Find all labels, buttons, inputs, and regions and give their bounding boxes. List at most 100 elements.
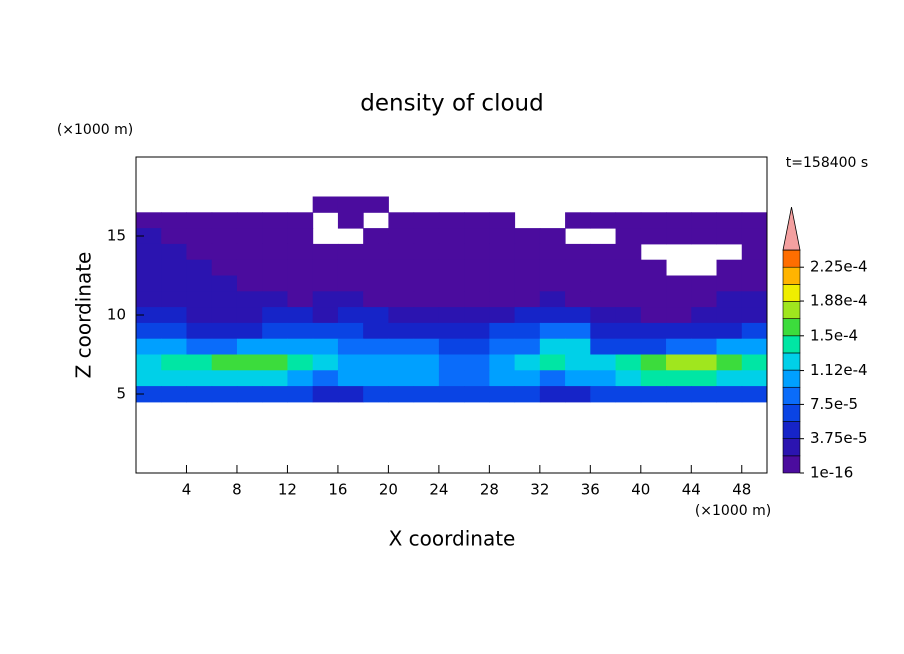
field-cell [489, 212, 516, 229]
field-cell [565, 259, 591, 276]
field-cell [539, 370, 566, 387]
field-cell [741, 212, 768, 229]
field-cell [565, 212, 591, 229]
field-cell [363, 275, 389, 292]
field-cell [186, 354, 213, 371]
field-cell [489, 307, 516, 324]
field-cell [161, 307, 187, 324]
field-cell [136, 212, 162, 229]
field-cell [438, 212, 465, 229]
x-tick-label: 40 [631, 481, 650, 499]
field-cell [666, 307, 692, 324]
field-cell [489, 322, 516, 340]
field-cell [413, 354, 440, 371]
field-cell [211, 307, 238, 324]
field-cell [337, 212, 364, 229]
field-cell [514, 370, 541, 387]
field-cell [236, 275, 263, 292]
field-cell [136, 275, 162, 292]
field-cell [236, 354, 263, 371]
field-cell [716, 370, 743, 387]
field-cell [464, 370, 490, 387]
field-cell [161, 386, 187, 403]
field-cell [464, 212, 490, 229]
field-cell [716, 386, 743, 403]
field-cell [186, 275, 213, 292]
field-cell [186, 386, 213, 403]
field-cell [136, 338, 162, 355]
field-cell [640, 322, 667, 340]
field-cell [565, 275, 591, 292]
field-cell [539, 322, 566, 340]
field-cell [236, 370, 263, 387]
field-cell [186, 322, 213, 340]
colorbar-extend [782, 206, 801, 251]
field-cell [388, 307, 415, 324]
field-cell [438, 243, 465, 261]
field-cell [438, 386, 465, 403]
field-cell [312, 259, 339, 276]
field-cell [312, 354, 339, 371]
chart-title: density of cloud [360, 91, 543, 117]
field-cell [666, 212, 692, 229]
field-cell [565, 338, 591, 355]
x-tick-label: 36 [581, 481, 600, 499]
field-cell [161, 322, 187, 340]
field-cell [186, 243, 213, 261]
field-cell [211, 228, 238, 245]
field-cell [262, 259, 288, 276]
field-cell [136, 307, 162, 324]
field-cell [262, 291, 288, 308]
y-tick-label: 5 [116, 385, 126, 403]
field-cell [388, 322, 415, 340]
field-cell [741, 354, 768, 371]
field-cell [464, 275, 490, 292]
field-cell [514, 275, 541, 292]
field-cell [666, 322, 692, 340]
field-cell [136, 243, 162, 261]
field-cell [186, 228, 213, 245]
colorbar-tick-label: 3.75e-5 [810, 429, 868, 447]
field-cell [615, 307, 642, 324]
colorbar-tick-label: 1.5e-4 [810, 326, 858, 344]
field-cell [388, 338, 415, 355]
field-cell [312, 243, 339, 261]
field-cell [337, 370, 364, 387]
field-cell [312, 386, 339, 403]
field-cell [161, 275, 187, 292]
field-cell [464, 322, 490, 340]
field-cell [741, 228, 768, 245]
field-cell [337, 243, 364, 261]
field-cell [438, 322, 465, 340]
field-cell [438, 291, 465, 308]
field-cell [363, 386, 389, 403]
field-cell [413, 370, 440, 387]
field-cell [337, 291, 364, 308]
field-cell [161, 228, 187, 245]
colorbar-box [782, 335, 801, 354]
field-cell [136, 386, 162, 403]
x-tick-label: 32 [530, 481, 549, 499]
colorbar-box [782, 266, 801, 285]
field-cell [590, 386, 617, 403]
field-cell [262, 212, 288, 229]
field-cell [640, 212, 667, 229]
field-cell [337, 386, 364, 403]
field-cell [691, 291, 718, 308]
field-cell [337, 307, 364, 324]
field-cell [186, 307, 213, 324]
colorbar-box [782, 438, 801, 457]
field-cell [489, 370, 516, 387]
x-tick-label: 44 [682, 481, 701, 499]
field-cell [615, 212, 642, 229]
field-cell [539, 228, 566, 245]
y-axis-title: Z coordinate [72, 252, 96, 379]
field-cell [514, 354, 541, 371]
field-cell [489, 228, 516, 245]
field-cell [186, 338, 213, 355]
field-cell [413, 228, 440, 245]
field-cell [413, 338, 440, 355]
colorbar-box [782, 352, 801, 371]
field-cell [413, 243, 440, 261]
